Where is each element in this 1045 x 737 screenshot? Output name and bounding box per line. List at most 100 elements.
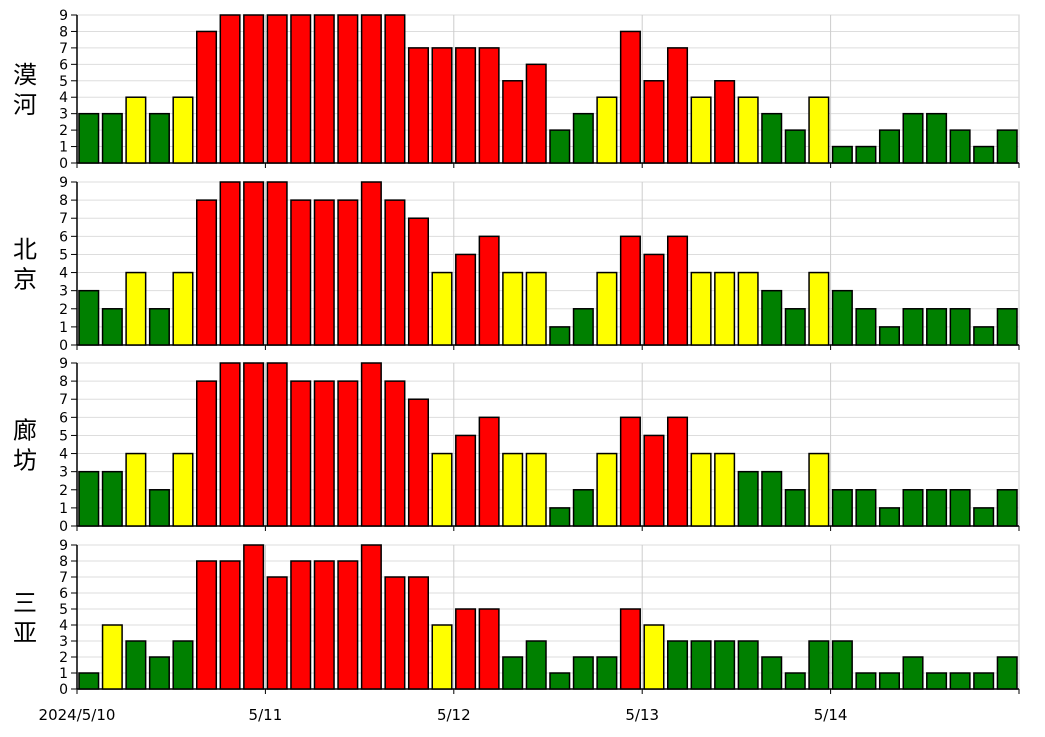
bar bbox=[949, 672, 971, 690]
bar bbox=[360, 14, 382, 164]
bar bbox=[831, 289, 853, 346]
bar bbox=[384, 576, 406, 690]
bar bbox=[360, 544, 382, 690]
y-tick-label: 5 bbox=[59, 602, 68, 618]
bar bbox=[478, 608, 500, 690]
y-tick-label: 2 bbox=[59, 483, 68, 499]
bar bbox=[902, 489, 924, 527]
y-tick-label: 8 bbox=[59, 24, 68, 40]
bar bbox=[243, 181, 265, 346]
chart-panels: 0123456789漠河0123456789北京0123456789廊坊0123… bbox=[13, 8, 1020, 698]
bar bbox=[878, 672, 901, 690]
y-tick-label: 6 bbox=[59, 586, 68, 602]
bar bbox=[455, 253, 477, 346]
y-tick-label: 6 bbox=[59, 229, 68, 245]
bar bbox=[690, 96, 712, 164]
bar bbox=[667, 47, 689, 164]
bar bbox=[949, 308, 971, 346]
y-tick-label: 6 bbox=[59, 57, 68, 73]
bar bbox=[78, 112, 100, 164]
bar bbox=[78, 672, 100, 690]
bar bbox=[831, 489, 853, 527]
y-tick-label: 6 bbox=[59, 410, 68, 426]
bar bbox=[878, 129, 901, 164]
bar bbox=[525, 452, 547, 527]
bar bbox=[690, 640, 712, 690]
bar bbox=[808, 640, 830, 690]
bar bbox=[313, 380, 335, 527]
y-tick-label: 5 bbox=[59, 247, 68, 263]
bar bbox=[78, 289, 100, 346]
bar bbox=[196, 199, 218, 346]
bar bbox=[243, 544, 265, 690]
bar bbox=[572, 489, 594, 527]
bar bbox=[572, 112, 594, 164]
bar bbox=[737, 470, 759, 527]
bar bbox=[690, 271, 712, 346]
bar bbox=[478, 47, 500, 164]
plot-frame bbox=[76, 544, 1020, 690]
bar bbox=[290, 560, 312, 690]
y-tick-label: 5 bbox=[59, 74, 68, 90]
bar bbox=[667, 416, 689, 527]
y-tick-label: 1 bbox=[59, 320, 68, 336]
bar bbox=[407, 47, 430, 164]
bar bbox=[572, 308, 594, 346]
y-tick-label: 9 bbox=[59, 356, 68, 372]
bar bbox=[101, 470, 123, 527]
bar bbox=[172, 452, 194, 527]
bar bbox=[219, 560, 241, 690]
y-tick-label: 9 bbox=[59, 538, 68, 554]
bar bbox=[667, 235, 689, 346]
bar bbox=[902, 112, 924, 164]
bar bbox=[973, 326, 995, 346]
date-tick-label: 5/14 bbox=[814, 706, 848, 724]
bar bbox=[478, 416, 500, 527]
bar bbox=[431, 624, 453, 690]
bar bbox=[125, 96, 147, 164]
bar bbox=[266, 181, 288, 346]
y-tick-label: 4 bbox=[59, 447, 68, 463]
y-tick-label: 3 bbox=[59, 284, 68, 300]
panel-2: 0 1 2 3 4 5 6 7 8 9 北京 bbox=[13, 175, 1020, 354]
bar bbox=[926, 672, 948, 690]
bar bbox=[831, 145, 853, 164]
bar bbox=[596, 271, 618, 346]
bar bbox=[525, 640, 547, 690]
bar bbox=[855, 489, 877, 527]
bar bbox=[219, 181, 241, 346]
bar bbox=[431, 47, 453, 164]
y-tick-label: 3 bbox=[59, 465, 68, 481]
bar bbox=[667, 640, 689, 690]
bar bbox=[926, 489, 948, 527]
bar bbox=[808, 271, 830, 346]
y-tick-label: 0 bbox=[59, 156, 68, 172]
y-tick-label: 2 bbox=[59, 123, 68, 139]
bar bbox=[996, 129, 1018, 164]
y-tick-label: 7 bbox=[59, 41, 68, 57]
bar bbox=[502, 452, 524, 527]
bar bbox=[714, 452, 736, 527]
bar bbox=[407, 398, 430, 527]
bar bbox=[949, 129, 971, 164]
bar bbox=[996, 489, 1018, 527]
y-tick-label: 8 bbox=[59, 554, 68, 570]
bar bbox=[337, 560, 359, 690]
y-tick-label: 4 bbox=[59, 90, 68, 106]
bar bbox=[502, 271, 524, 346]
bar bbox=[78, 470, 100, 527]
bar bbox=[949, 489, 971, 527]
bar bbox=[619, 416, 641, 527]
bar bbox=[502, 656, 524, 690]
date-axis: 2024/5/10 5/11 5/12 5/13 5/14 bbox=[39, 706, 848, 724]
y-tick-label: 9 bbox=[59, 175, 68, 191]
bar bbox=[360, 362, 382, 527]
bar bbox=[737, 640, 759, 690]
bar bbox=[431, 271, 453, 346]
bar bbox=[737, 96, 759, 164]
bar bbox=[407, 217, 430, 346]
bar bbox=[549, 507, 571, 527]
bar bbox=[714, 80, 736, 164]
y-tick-label: 7 bbox=[59, 211, 68, 227]
